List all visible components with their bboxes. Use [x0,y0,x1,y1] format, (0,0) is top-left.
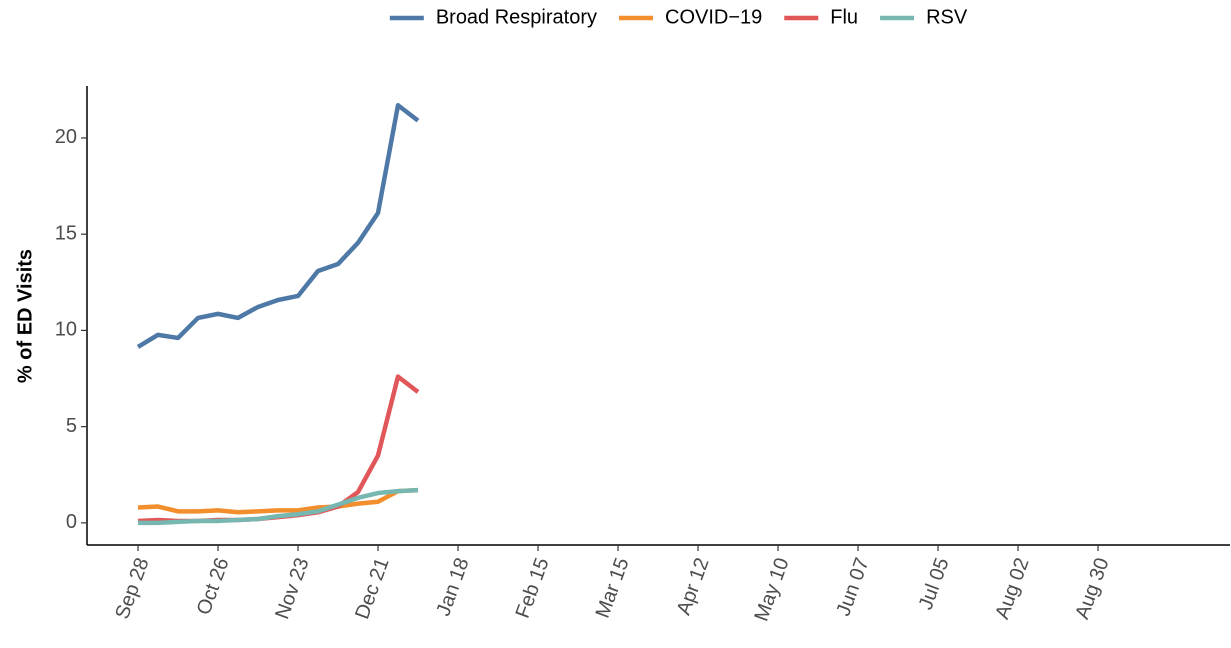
series-line [138,487,419,526]
series-line [137,487,419,515]
x-tick-label: Nov 23 [271,555,313,622]
x-tick-label: Apr 12 [673,555,714,618]
x-tick-label: Jul 05 [915,555,954,613]
x-tick-label: Sep 28 [111,555,153,622]
x-tick-label: Aug 30 [1071,555,1113,622]
x-tick-label: Dec 21 [351,555,393,622]
series-line [136,103,420,349]
legend-label: Flu [830,6,858,28]
legend-label: RSV [926,6,968,28]
y-tick-label: 5 [66,415,77,437]
x-tick-label: May 10 [751,555,794,624]
x-tick-label: Aug 02 [991,555,1033,622]
y-tick-label: 0 [66,511,77,533]
x-tick-label: Jan 18 [432,555,473,619]
series-line [137,374,420,524]
y-tick-label: 20 [55,126,77,148]
x-tick-label: Oct 26 [193,555,234,618]
y-axis-title: % of ED Visits [14,249,36,383]
y-tick-label: 10 [55,319,77,341]
legend-label: Broad Respiratory [436,6,597,28]
y-tick-label: 15 [55,222,77,244]
legend-label: COVID−19 [665,6,762,28]
x-tick-label: Feb 15 [512,555,554,621]
x-tick-label: Jun 07 [832,555,873,619]
x-tick-label: Mar 15 [592,555,634,621]
